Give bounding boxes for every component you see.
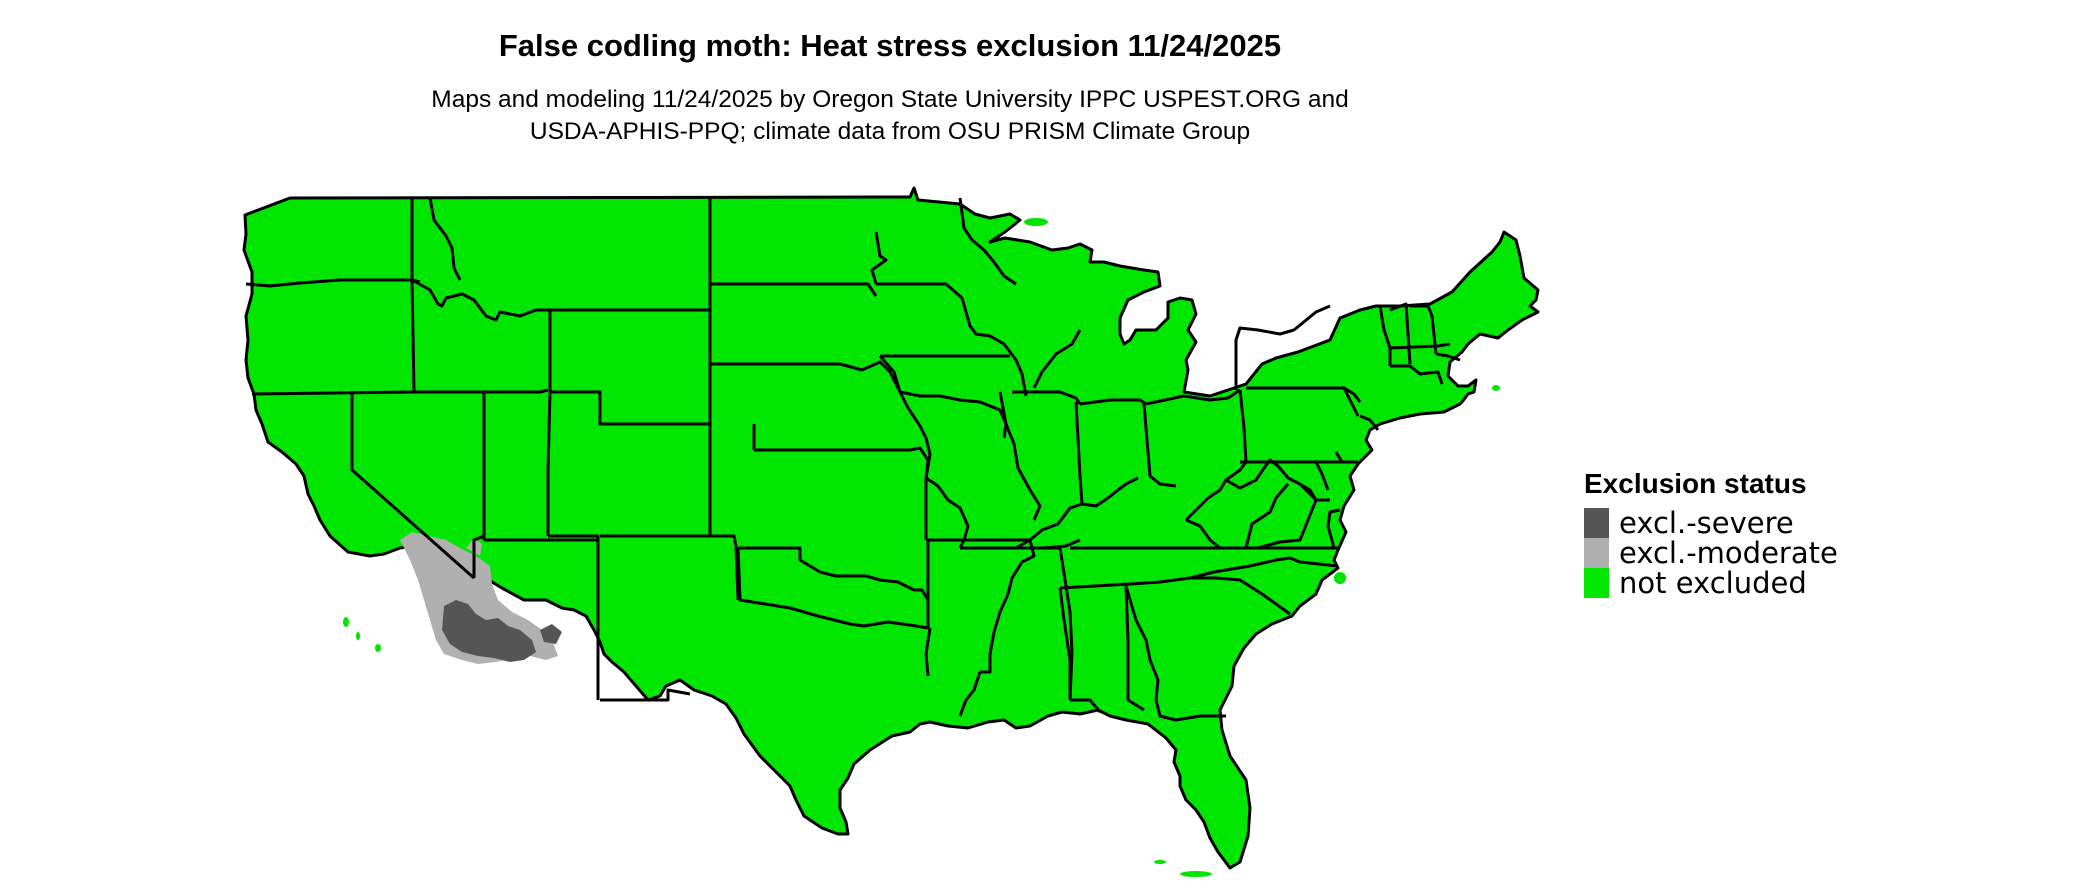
- us-landmass: [242, 186, 1540, 870]
- legend-label-moderate: excl.-moderate: [1619, 536, 1838, 570]
- legend: Exclusion status excl.-severe excl.-mode…: [1584, 468, 1838, 598]
- legend-title: Exclusion status: [1584, 468, 1807, 499]
- map-subtitle-line-2: USDA-APHIS-PPQ; climate data from OSU PR…: [529, 118, 1251, 145]
- exclusion-severe-areas: [442, 600, 562, 662]
- legend-item-severe: excl.-severe: [1584, 508, 1838, 538]
- legend-swatch-severe: [1584, 508, 1609, 538]
- legend-label-not-excluded: not excluded: [1619, 566, 1807, 600]
- map-title: False codling moth: Heat stress exclusio…: [498, 28, 1282, 63]
- state-boundaries: [245, 197, 1461, 722]
- legend-swatch-not-excluded: [1584, 568, 1609, 598]
- legend-item-moderate: excl.-moderate: [1584, 538, 1838, 568]
- legend-item-not-excluded: not excluded: [1584, 568, 1838, 598]
- legend-label-severe: excl.-severe: [1619, 506, 1794, 540]
- map-subtitle-line-1: Maps and modeling 11/24/2025 by Oregon S…: [431, 86, 1349, 113]
- legend-swatch-moderate: [1584, 538, 1609, 568]
- offshore-islands: [343, 218, 1500, 877]
